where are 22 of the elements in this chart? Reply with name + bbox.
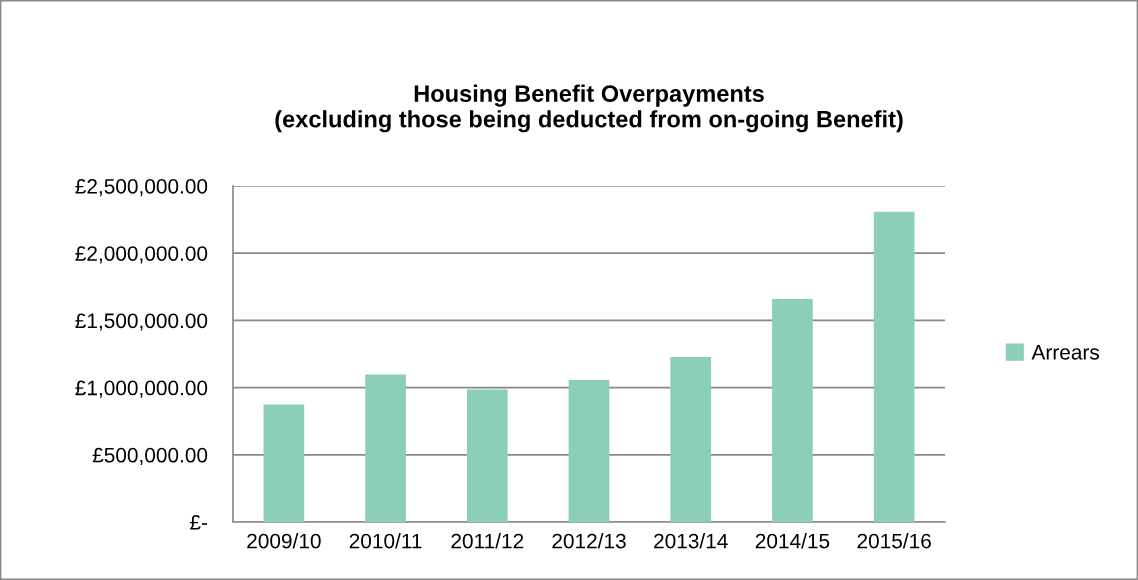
chart-title: Housing Benefit Overpayments (excluding those being deducted from on-going Benefit) <box>275 84 903 133</box>
y-tick-label: £2,000,000.00 <box>75 246 208 264</box>
legend-label: Arrears <box>1031 345 1100 360</box>
x-tick-label: 2010/11 <box>349 533 422 549</box>
bar <box>568 379 610 522</box>
bar <box>670 356 712 522</box>
y-tick-label: £- <box>190 515 208 530</box>
bar <box>466 389 508 522</box>
x-tick-label: 2012/13 <box>552 533 626 549</box>
bar <box>873 211 915 522</box>
x-tick-label: 2009/10 <box>247 533 321 549</box>
x-tick-label: 2013/14 <box>654 533 728 549</box>
y-tick-label: £1,500,000.00 <box>75 313 208 331</box>
bar <box>365 374 406 522</box>
y-tick-label: £2,500,000.00 <box>75 179 208 197</box>
x-tick-label: 2011/12 <box>451 533 524 549</box>
bar <box>263 404 305 522</box>
x-tick-label: 2015/16 <box>857 533 931 549</box>
y-tick-label: £500,000.00 <box>92 447 208 466</box>
bar <box>772 299 813 522</box>
x-tick-label: 2014/15 <box>755 533 830 549</box>
y-tick-label: £1,000,000.00 <box>75 380 208 398</box>
